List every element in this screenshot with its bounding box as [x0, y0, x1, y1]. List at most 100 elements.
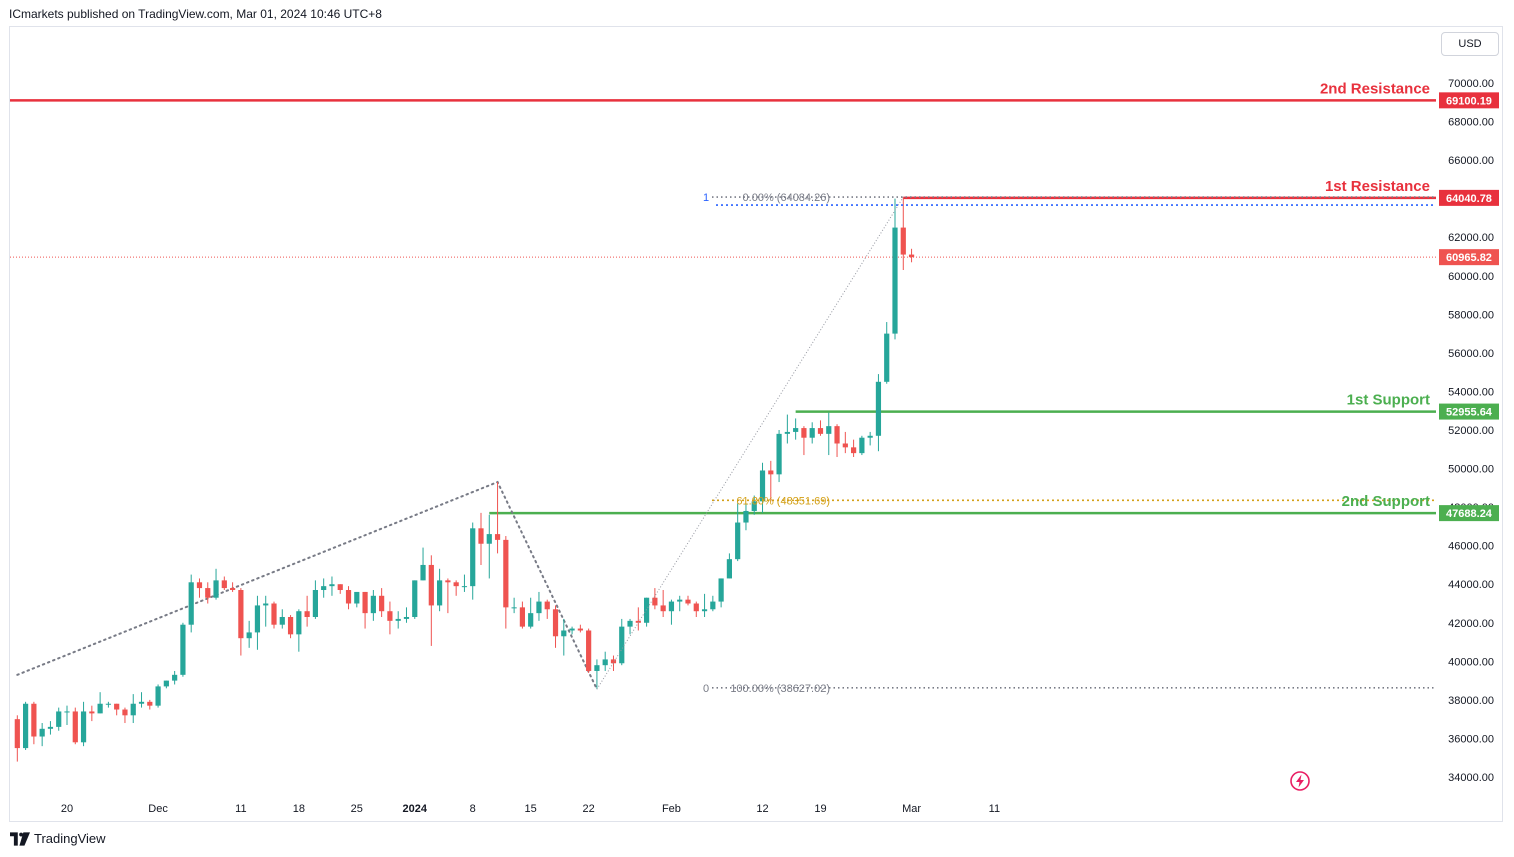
candle-body [403, 616, 410, 619]
candle-body [577, 628, 583, 631]
level-name-label: 1st Resistance [1325, 178, 1430, 195]
candle-body [809, 428, 815, 438]
candle-body [445, 580, 451, 583]
candle-body [594, 665, 600, 671]
candle-body [254, 605, 261, 633]
candle-body [105, 703, 111, 705]
fib-level-label: 0.00% (64084.26) [743, 192, 830, 204]
candle-body [31, 703, 37, 737]
candle-body [817, 428, 824, 434]
candle-body [908, 254, 915, 258]
candle-body [552, 609, 559, 637]
candle-body [494, 534, 501, 540]
fib-level-label: 61.80% (48351.69) [736, 495, 830, 507]
currency-selector-button[interactable]: USD [1441, 32, 1499, 56]
candle-body [420, 564, 426, 581]
time-tick-label: 15 [525, 803, 537, 815]
candle-body [437, 580, 443, 606]
candle-body [519, 607, 525, 627]
candle-body [114, 703, 120, 710]
candle-body [718, 578, 724, 602]
price-tick-label: 58000.00 [1448, 309, 1494, 321]
time-tick-label: 11 [989, 803, 1000, 815]
candle-body [329, 584, 335, 587]
candle-body [900, 227, 906, 255]
candle-body [321, 586, 327, 591]
time-tick-label: Feb [662, 803, 681, 815]
candle-body [379, 595, 385, 612]
candle-body [163, 680, 169, 687]
current-price-tag-box [1439, 249, 1499, 266]
candle-body [743, 510, 749, 523]
candle-body [122, 709, 128, 716]
candle-body [172, 674, 178, 681]
candle-body [147, 701, 153, 706]
candle-body [602, 659, 608, 666]
lightning-icon[interactable] [1289, 770, 1311, 792]
candle-body [64, 711, 70, 713]
candle-body [387, 611, 393, 621]
time-tick-label: 19 [814, 803, 826, 815]
level-name-label: 1st Support [1347, 392, 1430, 409]
price-tick-label: 34000.00 [1448, 772, 1494, 784]
level-labels: 2nd Resistance 69100.19 1st Resistance 6404… [1320, 80, 1499, 522]
candle-body [478, 528, 484, 544]
candle-body [196, 582, 203, 589]
candle-body [23, 703, 29, 749]
candle-body [586, 630, 592, 671]
price-tag-box [1439, 403, 1499, 420]
time-tick-label: 20 [61, 803, 73, 815]
price-tick-label: 50000.00 [1448, 464, 1494, 476]
tradingview-brand-label: TradingView [34, 831, 106, 846]
time-tick-label: 2024 [403, 803, 428, 815]
candle-body [801, 428, 807, 438]
candle-body [726, 559, 732, 579]
candle-body [751, 501, 757, 511]
candle-body [528, 613, 534, 627]
candle-body [312, 590, 318, 617]
candle-body [884, 333, 890, 382]
candle-body [851, 447, 857, 454]
candle-body [188, 582, 194, 625]
candle-body [627, 620, 633, 627]
candle-body [511, 607, 517, 609]
horizontal-levels [10, 99, 1436, 515]
candle-body [561, 630, 567, 637]
candle-body [619, 626, 625, 664]
price-tick-label: 42000.00 [1448, 618, 1494, 630]
candle-body [213, 580, 219, 598]
candle-body [859, 437, 865, 454]
candle-body [97, 703, 103, 714]
candle-body [768, 470, 774, 475]
candle-body [246, 632, 252, 639]
current-price-tag-label: 60965.82 [1446, 252, 1492, 264]
time-axis[interactable]: 20 Dec 11 18 25 2024 8 15 22 Feb 12 19 Mar 11 [61, 803, 1000, 815]
candle-body [710, 601, 716, 610]
candle-body [80, 711, 87, 743]
tradingview-footer[interactable]: TradingView [10, 831, 106, 846]
price-tick-label: 62000.00 [1448, 232, 1494, 244]
candle-body [304, 611, 310, 617]
candle-body [793, 428, 799, 432]
candle-body [867, 435, 873, 438]
price-axis[interactable]: 70000.00 68000.00 66000.00 62000.00 60000.00… [1448, 78, 1494, 784]
candle-body [668, 601, 675, 612]
price-tick-label: 70000.00 [1448, 78, 1494, 90]
candle-body [72, 711, 78, 743]
candle-body [337, 584, 343, 591]
candle-body [536, 601, 542, 614]
candle-body [287, 616, 294, 635]
candle-body [89, 711, 95, 714]
candle-body [569, 628, 575, 631]
candle-body [486, 534, 492, 544]
candle-body [47, 726, 54, 729]
candle-body [230, 588, 236, 591]
time-tick-label: 18 [293, 803, 305, 815]
candlestick-series [14, 197, 915, 762]
level-name-label: 2nd Resistance [1320, 80, 1430, 97]
candle-body [693, 603, 699, 612]
price-tick-label: 44000.00 [1448, 579, 1494, 591]
candle-body [544, 601, 550, 610]
fibonacci-retracement[interactable]: 0.00% (64084.26) 1 61.80% (48351.69) 100.00… [596, 192, 1436, 695]
